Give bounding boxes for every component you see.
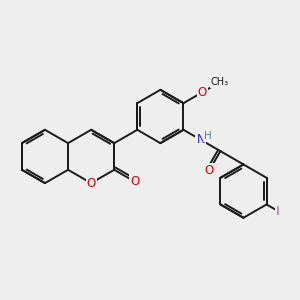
Text: H: H bbox=[204, 131, 212, 141]
Text: O: O bbox=[198, 86, 207, 99]
Text: I: I bbox=[276, 205, 280, 218]
Text: O: O bbox=[204, 164, 214, 177]
Text: N: N bbox=[196, 133, 205, 146]
Text: O: O bbox=[130, 175, 139, 188]
Text: O: O bbox=[86, 177, 96, 190]
Text: CH₃: CH₃ bbox=[211, 77, 229, 87]
